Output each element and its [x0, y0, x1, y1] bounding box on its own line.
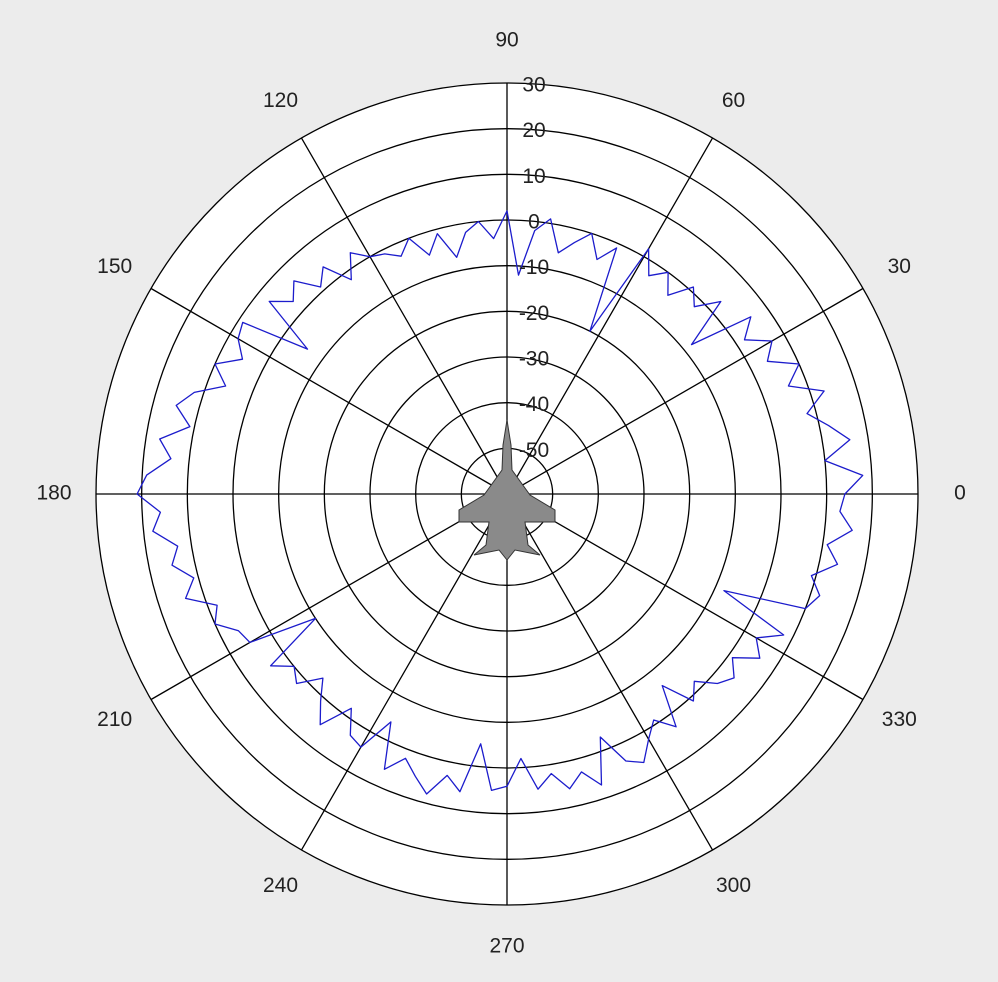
grid-spoke: [506, 287, 864, 495]
theta-tick-label: 210: [97, 708, 132, 731]
grid-spoke: [506, 137, 714, 495]
theta-tick-label: 60: [722, 89, 745, 112]
aircraft-icon: [458, 419, 556, 561]
theta-tick-label: 30: [888, 255, 911, 278]
theta-tick-label: 90: [495, 29, 518, 52]
theta-tick-label: 300: [716, 874, 751, 897]
r-tick-label: 10: [522, 165, 545, 188]
grid-spoke: [300, 137, 508, 495]
r-tick-label: 0: [528, 211, 540, 234]
r-tick-label: -20: [519, 302, 549, 325]
grid-spoke: [300, 493, 508, 851]
data-line: [136, 210, 864, 795]
grid-spoke: [506, 493, 864, 701]
labels: -50-40-30-20-100102030030609012015018021…: [36, 29, 965, 958]
grid: [95, 82, 919, 906]
theta-tick-label: 0: [954, 482, 966, 505]
r-tick-label: -10: [519, 256, 549, 279]
grid-spoke: [506, 493, 714, 851]
grid-spoke: [150, 287, 508, 495]
theta-tick-label: 270: [489, 935, 524, 958]
theta-tick-label: 240: [263, 874, 298, 897]
r-tick-label: 30: [522, 74, 545, 97]
r-tick-label: -40: [519, 393, 549, 416]
theta-tick-label: 120: [263, 89, 298, 112]
r-tick-label: -50: [519, 439, 549, 462]
theta-tick-label: 150: [97, 255, 132, 278]
r-tick-label: -30: [519, 348, 549, 371]
r-tick-label: 20: [522, 119, 545, 142]
theta-tick-label: 330: [882, 708, 917, 731]
theta-tick-label: 180: [36, 482, 71, 505]
grid-spoke: [150, 493, 508, 701]
trace: [136, 210, 864, 795]
